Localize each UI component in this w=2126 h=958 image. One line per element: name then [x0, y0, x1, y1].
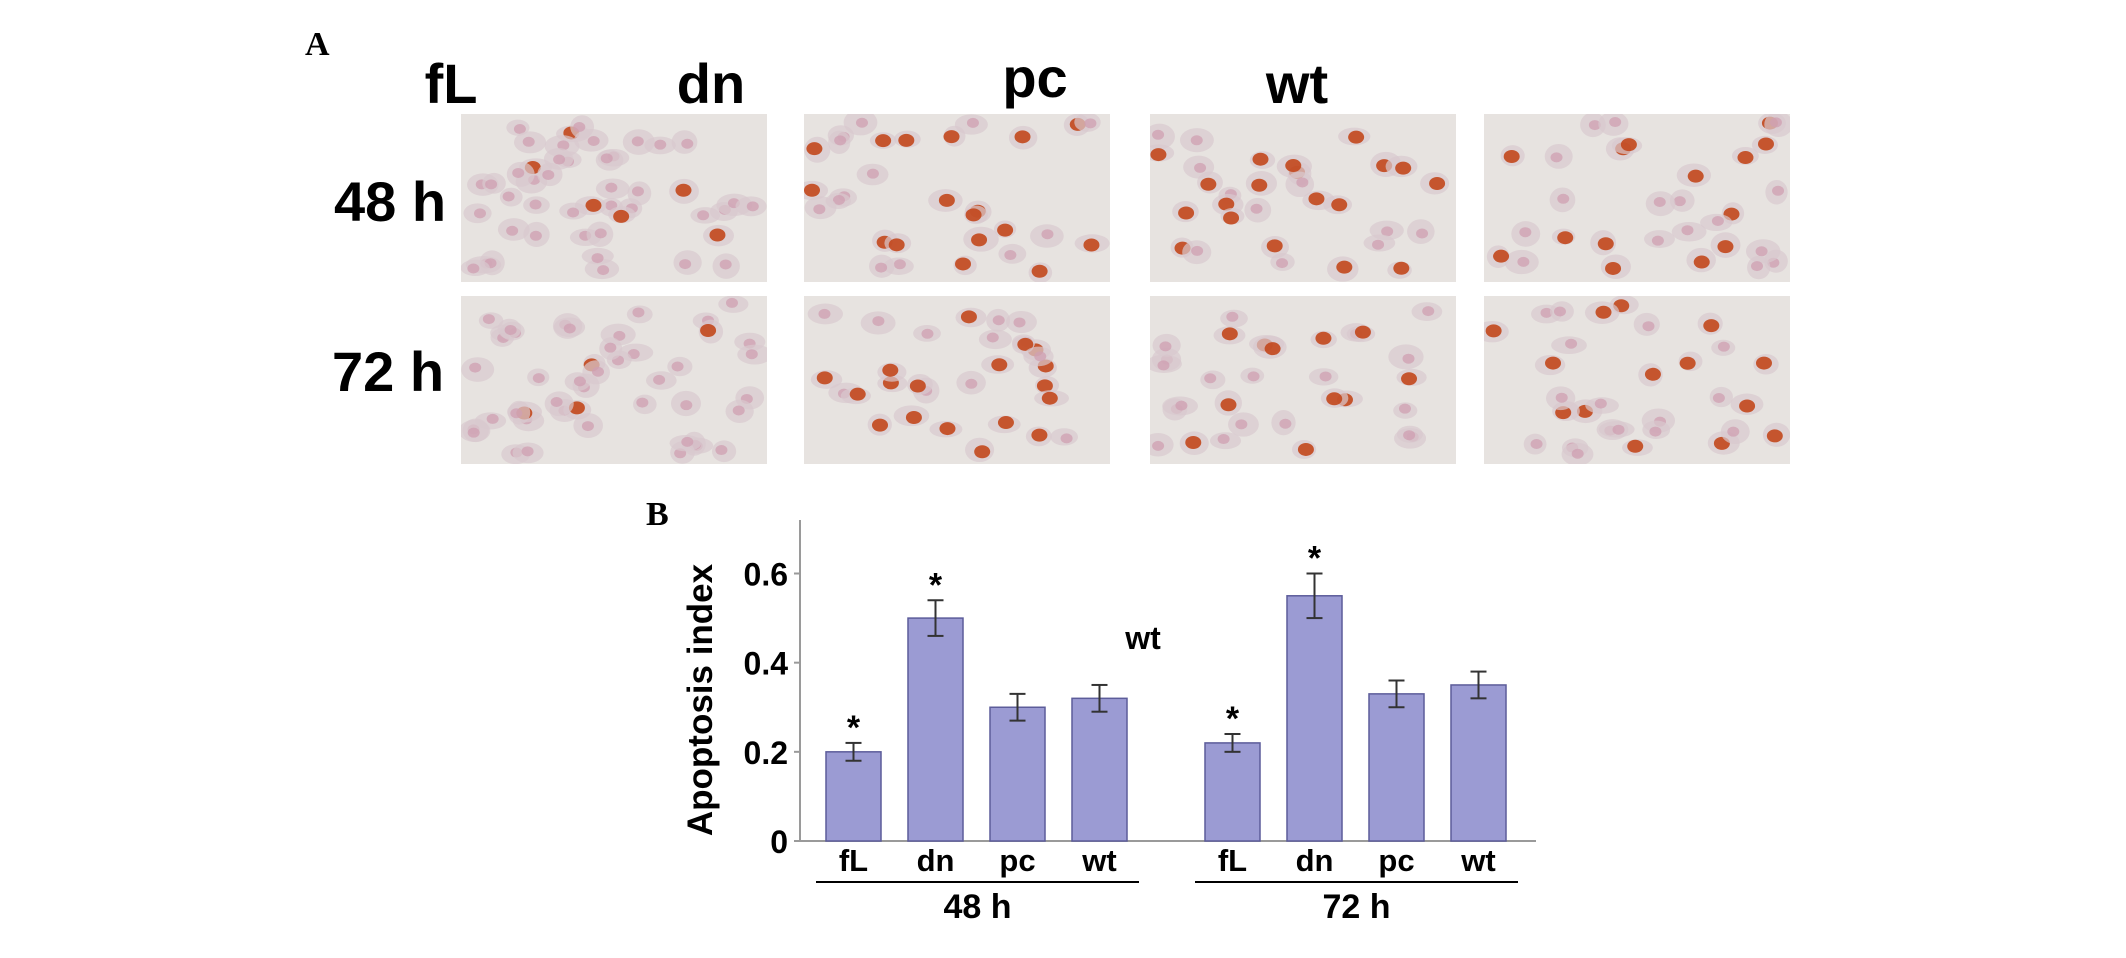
group-label: 72 h [1322, 888, 1390, 926]
column-header-dn: dn [676, 52, 746, 115]
x-tick-label: pc [1378, 843, 1414, 878]
micrograph-wt-48h [1484, 114, 1790, 282]
x-tick-label: wt [1460, 843, 1495, 878]
panel-a-label: A [305, 26, 330, 63]
row-header-48h: 48 h [333, 170, 447, 233]
bar [1286, 595, 1343, 842]
micrograph-dn-72h [804, 296, 1110, 464]
y-tick-label: 0.2 [744, 735, 788, 771]
y-axis-title: Apoptosis index [681, 563, 720, 836]
micrograph-pc-48h [1150, 114, 1456, 282]
micrograph-wt-72h [1484, 296, 1790, 464]
y-tick-label: 0.4 [744, 646, 789, 682]
row-header-72h: 72 h [331, 340, 445, 403]
micrograph-fl-48h [461, 114, 767, 282]
bar [989, 706, 1046, 842]
significance-marker: * [1308, 540, 1322, 578]
column-header-wt: wt [1265, 52, 1329, 115]
group-label: 48 h [943, 888, 1011, 926]
x-tick-label: pc [999, 843, 1035, 878]
x-tick-label: dn [917, 843, 955, 878]
bar [1450, 684, 1507, 842]
column-header-pc: pc [1002, 46, 1068, 109]
micrograph-dn-48h [804, 114, 1110, 282]
x-tick-label: dn [1296, 843, 1334, 878]
bar [1071, 697, 1128, 842]
significance-marker: * [929, 566, 943, 604]
x-tick-label: fL [1218, 843, 1247, 878]
bar [1204, 742, 1261, 842]
x-tick-label: wt [1081, 843, 1116, 878]
panel-b-label: B [646, 496, 669, 533]
bar [1368, 693, 1425, 842]
micrograph-fl-72h [461, 296, 767, 464]
x-tick-label: fL [839, 843, 868, 878]
bar [907, 617, 964, 842]
significance-marker: * [847, 709, 861, 747]
column-header-fl: fL [424, 52, 478, 115]
significance-marker: * [1226, 700, 1240, 738]
y-tick-label: 0 [770, 824, 788, 860]
y-tick-label: 0.6 [744, 557, 788, 593]
stray-wt-label: wt [1124, 620, 1161, 656]
micrograph-pc-72h [1150, 296, 1456, 464]
bar [825, 751, 882, 842]
